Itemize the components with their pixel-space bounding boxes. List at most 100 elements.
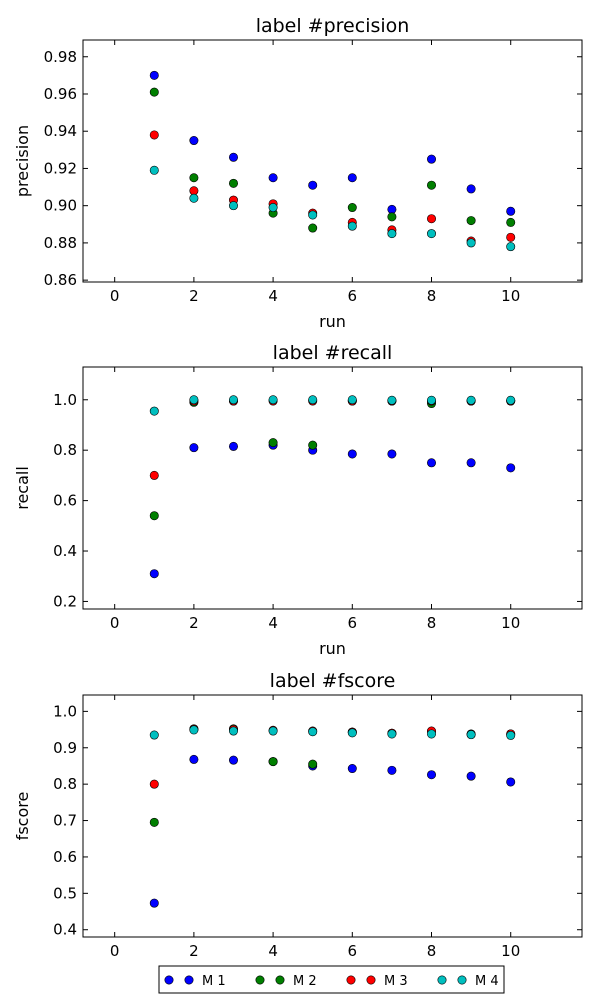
data-point [149, 817, 159, 827]
legend-label: M 3 [384, 974, 408, 989]
x-tick-label: 2 [189, 942, 199, 960]
data-point [149, 569, 159, 579]
data-point [387, 729, 397, 739]
data-point [149, 511, 159, 521]
data-point [189, 443, 199, 453]
data-point [308, 759, 318, 769]
x-tick-label: 6 [348, 942, 358, 960]
data-point [268, 395, 278, 405]
data-point [268, 757, 278, 767]
legend-marker [366, 975, 376, 985]
y-tick-label: 0.86 [44, 271, 77, 289]
data-point [506, 730, 516, 740]
data-point [427, 458, 437, 468]
data-point [347, 221, 357, 231]
data-point [427, 214, 437, 224]
data-point [427, 770, 437, 780]
data-point [189, 193, 199, 203]
chart-title: label #precision [256, 15, 410, 37]
y-axis-label: recall [13, 466, 32, 510]
x-tick-label: 0 [110, 614, 120, 632]
y-tick-label: 0.4 [53, 542, 77, 560]
data-point [189, 136, 199, 146]
data-point [149, 130, 159, 140]
legend-entry-m1: M 1 [164, 974, 226, 989]
series-m4 [149, 725, 516, 740]
data-point [149, 898, 159, 908]
data-point [466, 184, 476, 194]
y-tick-label: 0.90 [44, 197, 77, 215]
data-point [466, 395, 476, 405]
data-point [308, 223, 318, 233]
legend-marker [457, 975, 467, 985]
x-tick-label: 8 [427, 287, 437, 305]
data-point [466, 216, 476, 226]
data-point [308, 727, 318, 737]
data-point [228, 152, 238, 162]
data-point [228, 755, 238, 765]
data-point [308, 180, 318, 190]
y-tick-label: 0.6 [53, 848, 77, 866]
data-point [506, 395, 516, 405]
x-axis-label: run [319, 639, 346, 658]
data-point [506, 463, 516, 473]
y-axis-label: precision [13, 125, 32, 197]
x-tick-label: 4 [268, 287, 278, 305]
legend-marker [275, 975, 285, 985]
y-tick-label: 0.2 [53, 592, 77, 610]
y-tick-label: 1.0 [53, 391, 77, 409]
x-axis-label: run [319, 312, 346, 331]
data-point [387, 204, 397, 214]
data-point [308, 440, 318, 450]
y-tick-label: 0.98 [44, 48, 77, 66]
data-point [189, 186, 199, 196]
x-tick-label: 8 [427, 614, 437, 632]
chart-fscore: label #fscore 0 2 4 6 8 10 0.4 0.5 0.6 0.7 0.8 0.9 1.… [13, 670, 583, 960]
data-point [228, 726, 238, 736]
data-point [268, 438, 278, 448]
x-tick-label: 8 [427, 942, 437, 960]
data-point [387, 395, 397, 405]
data-point [506, 242, 516, 252]
data-point [347, 203, 357, 213]
x-tick-label: 4 [268, 614, 278, 632]
y-tick-label: 0.8 [53, 441, 77, 459]
plot-frame [82, 39, 583, 283]
data-point [268, 203, 278, 213]
data-point [347, 764, 357, 774]
legend-marker [164, 975, 174, 985]
series-m4 [149, 395, 516, 416]
data-point [427, 180, 437, 190]
y-tick-label: 0.9 [53, 739, 77, 757]
legend-marker [184, 975, 194, 985]
x-tick-label: 10 [501, 287, 520, 305]
data-point [347, 449, 357, 459]
data-point [308, 395, 318, 405]
data-point [189, 725, 199, 735]
data-point [427, 154, 437, 164]
y-tick-label: 1.0 [53, 702, 77, 720]
data-point [189, 395, 199, 405]
legend-marker [255, 975, 265, 985]
x-tick-label: 6 [348, 614, 358, 632]
data-point [427, 729, 437, 739]
y-tick-label: 0.4 [53, 921, 77, 939]
plot-frame [82, 694, 583, 938]
chart-precision: label #precision 0 2 4 6 8 10 0.86 0.88 0.90 0.92 0… [13, 15, 583, 331]
data-point [189, 754, 199, 764]
data-point [268, 726, 278, 736]
y-tick-label: 0.88 [44, 234, 77, 252]
legend-marker [437, 975, 447, 985]
legend-entry-m2: M 2 [255, 974, 317, 989]
data-point [466, 730, 476, 740]
y-tick-label: 0.8 [53, 775, 77, 793]
y-tick-label: 0.92 [44, 159, 77, 177]
data-point [347, 395, 357, 405]
data-point [308, 210, 318, 220]
data-point [268, 173, 278, 183]
chart-title: label #fscore [270, 670, 396, 692]
legend-label: M 1 [202, 974, 226, 989]
data-point [387, 765, 397, 775]
x-tick-label: 0 [110, 287, 120, 305]
